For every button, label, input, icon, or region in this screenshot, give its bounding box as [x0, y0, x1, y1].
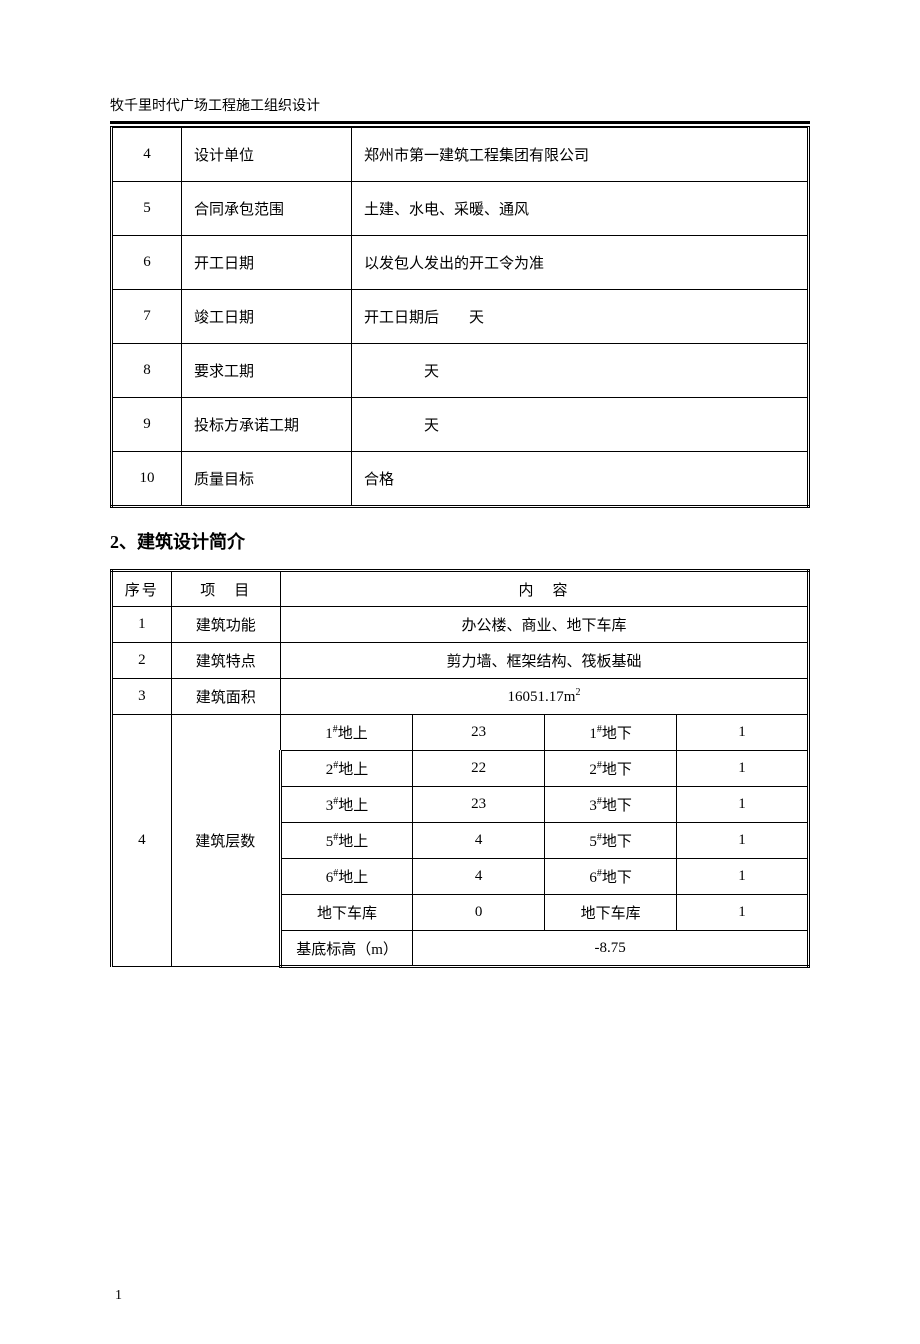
cell-seq: 5	[112, 182, 182, 236]
cell: 地下车库	[545, 895, 677, 931]
cell-item: 建筑特点	[171, 643, 280, 679]
cell-value: 合格	[352, 452, 809, 507]
cell: 0	[413, 895, 545, 931]
header-seq: 序号	[112, 571, 172, 607]
table-row: 1 建筑功能 办公楼、商业、地下车库	[112, 607, 809, 643]
table-row: 4 建筑层数 1#地上 23 1#地下 1	[112, 715, 809, 751]
cell: 1	[677, 895, 809, 931]
cell-seq: 4	[112, 715, 172, 967]
cell: 2#地上	[280, 751, 412, 787]
table-row: 3 建筑面积 16051.17m2	[112, 679, 809, 715]
header-content: 内 容	[280, 571, 808, 607]
document-header: 牧千里时代广场工程施工组织设计	[110, 95, 810, 115]
cell: 1	[677, 823, 809, 859]
cell-seq: 9	[112, 398, 182, 452]
cell-item: 建筑层数	[171, 715, 280, 967]
base-elev-value: -8.75	[413, 931, 809, 967]
cell: 1	[677, 859, 809, 895]
cell-item: 竣工日期	[182, 290, 352, 344]
cell: 1	[677, 751, 809, 787]
cell-value: 16051.17m2	[280, 679, 808, 715]
cell-value: 办公楼、商业、地下车库	[280, 607, 808, 643]
cell-item: 投标方承诺工期	[182, 398, 352, 452]
table-row: 6开工日期以发包人发出的开工令为准	[112, 236, 809, 290]
cell-value: 土建、水电、采暖、通风	[352, 182, 809, 236]
cell: 3#地下	[545, 787, 677, 823]
cell-seq: 1	[112, 607, 172, 643]
cell-value: 天	[352, 398, 809, 452]
cell-seq: 6	[112, 236, 182, 290]
cell: 地下车库	[280, 895, 412, 931]
cell: 23	[413, 787, 545, 823]
cell-value: 剪力墙、框架结构、筏板基础	[280, 643, 808, 679]
cell: 23	[413, 715, 545, 751]
cell-value: 开工日期后 天	[352, 290, 809, 344]
cell-value: 天	[352, 344, 809, 398]
base-elev-label: 基底标高（m）	[280, 931, 412, 967]
building-design-table: 序号 项 目 内 容 1 建筑功能 办公楼、商业、地下车库 2 建筑特点 剪力墙…	[110, 569, 810, 968]
cell: 1#地下	[545, 715, 677, 751]
cell: 22	[413, 751, 545, 787]
cell: 3#地上	[280, 787, 412, 823]
section-2-title: 2、建筑设计简介	[110, 528, 810, 554]
cell-item: 建筑面积	[171, 679, 280, 715]
cell: 6#地上	[280, 859, 412, 895]
table-row: 5合同承包范围土建、水电、采暖、通风	[112, 182, 809, 236]
cell-value: 以发包人发出的开工令为准	[352, 236, 809, 290]
cell-item: 合同承包范围	[182, 182, 352, 236]
cell: 4	[413, 859, 545, 895]
cell: 1	[677, 787, 809, 823]
table-row: 4设计单位郑州市第一建筑工程集团有限公司	[112, 128, 809, 182]
cell: 2#地下	[545, 751, 677, 787]
table-row: 7竣工日期开工日期后 天	[112, 290, 809, 344]
cell-item: 要求工期	[182, 344, 352, 398]
cell-seq: 10	[112, 452, 182, 507]
cell-item: 开工日期	[182, 236, 352, 290]
table-row: 9投标方承诺工期 天	[112, 398, 809, 452]
cell-item: 建筑功能	[171, 607, 280, 643]
project-info-table: 4设计单位郑州市第一建筑工程集团有限公司5合同承包范围土建、水电、采暖、通风6开…	[110, 127, 810, 508]
cell-item: 设计单位	[182, 128, 352, 182]
cell-seq: 2	[112, 643, 172, 679]
cell-seq: 7	[112, 290, 182, 344]
cell-seq: 3	[112, 679, 172, 715]
table-row: 2 建筑特点 剪力墙、框架结构、筏板基础	[112, 643, 809, 679]
cell-item: 质量目标	[182, 452, 352, 507]
table-header-row: 序号 项 目 内 容	[112, 571, 809, 607]
cell-seq: 8	[112, 344, 182, 398]
table-row: 8要求工期 天	[112, 344, 809, 398]
header-item: 项 目	[171, 571, 280, 607]
cell: 1#地上	[280, 715, 412, 751]
cell: 6#地下	[545, 859, 677, 895]
cell-value: 郑州市第一建筑工程集团有限公司	[352, 128, 809, 182]
cell: 4	[413, 823, 545, 859]
cell: 5#地上	[280, 823, 412, 859]
table-row: 10质量目标合格	[112, 452, 809, 507]
cell-seq: 4	[112, 128, 182, 182]
cell: 1	[677, 715, 809, 751]
header-rule-thick	[110, 121, 810, 124]
cell: 5#地下	[545, 823, 677, 859]
